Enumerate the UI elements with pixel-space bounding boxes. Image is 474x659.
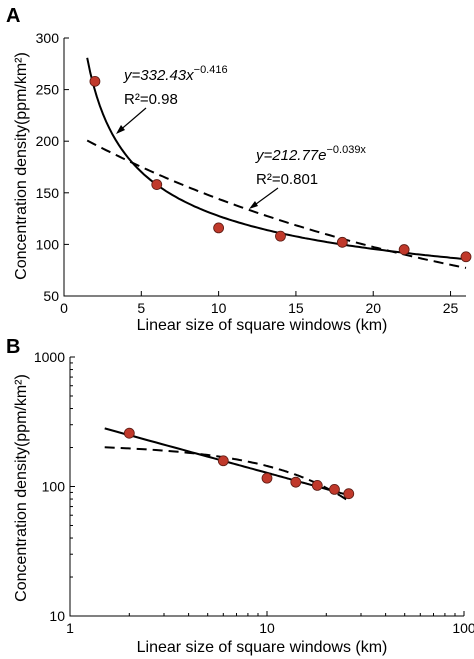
exponential-fit-annotation: y=212.77e−0.039x R²=0.801	[249, 144, 366, 209]
panel-b-data-point	[290, 476, 302, 488]
panel-a-x-tick-label: 20	[365, 300, 381, 316]
panel-a-label: A	[6, 5, 20, 27]
panel-b-axes	[69, 357, 464, 617]
panel-a-y-tick-label: 100	[36, 236, 60, 252]
panel-b-data-point	[217, 455, 229, 467]
exponential-fit-r2: R²=0.801	[256, 171, 318, 188]
panel-a-x-tick-label: 25	[443, 300, 459, 316]
panel-b-exponential-fit-curve	[104, 446, 350, 502]
svg-text:y=332.43x−0.416: y=332.43x−0.416	[123, 64, 228, 84]
panel-a-y-tick-label: 300	[36, 30, 60, 46]
panel-a-data-point	[213, 222, 225, 234]
panel-a-y-tick-label: 200	[36, 133, 60, 149]
panel-b-x-axis-label: Linear size of square windows (km)	[137, 639, 388, 656]
power-fit-equation: y=332.43x	[123, 67, 194, 84]
panel-b-x-tick-label: 1	[66, 620, 74, 636]
panel-a-data-point	[275, 230, 286, 242]
panel-a-data-point	[398, 244, 410, 255]
panel-b-y-tick-label: 1000	[34, 349, 65, 365]
panel-a-x-axis-label: Linear size of square windows (km)	[137, 317, 388, 334]
panel-a-plot-area: 0 5 10 15 20 25 50 100 150 200 250 300	[36, 30, 472, 316]
panel-a-data-point	[336, 236, 348, 248]
panel-b-data-point	[329, 483, 340, 495]
panel-b-x-tick-label: 100	[452, 620, 474, 636]
panel-a-x-tick-label: 15	[288, 300, 304, 316]
panel-a-x-tick-label: 0	[60, 300, 68, 316]
power-fit-r2: R²=0.98	[124, 91, 178, 108]
panel-b-data-point	[343, 488, 355, 500]
panel-b-label: B	[6, 336, 20, 358]
panel-a-y-tick-label: 250	[36, 82, 60, 98]
panel-a: A 0 5 10 15 20 25 50 100 150 200 250 300 Linear siz…	[6, 5, 472, 334]
panel-b-x-tick-label: 10	[259, 620, 275, 636]
panel-a-y-tick-label: 150	[36, 185, 60, 201]
exponential-fit-arrow-head	[249, 201, 258, 209]
panel-a-y-axis-label: Concentration density(ppm/km²)	[13, 52, 30, 280]
panel-a-data-point	[89, 75, 101, 87]
panel-b-y-tick-label: 100	[42, 479, 66, 495]
panel-a-data-point	[460, 251, 472, 263]
panel-a-y-tick-label: 50	[43, 288, 59, 304]
exponential-fit-equation: y=212.77e	[255, 147, 326, 164]
power-fit-arrow-head	[116, 125, 125, 134]
panel-b-y-axis-label: Concentration density(ppm/km²)	[13, 374, 30, 602]
power-fit-exponent: −0.416	[194, 64, 228, 76]
panel-b-data-point	[311, 479, 323, 491]
panel-a-x-tick-label: 5	[137, 300, 145, 316]
panel-b-data-point	[123, 427, 135, 439]
svg-text:y=212.77e−0.039x: y=212.77e−0.039x	[255, 144, 366, 164]
panel-b-data-point	[261, 472, 273, 484]
exponential-fit-exponent: −0.039x	[326, 144, 366, 156]
power-fit-annotation: y=332.43x−0.416 R²=0.98	[116, 64, 228, 134]
panel-a-x-tick-label: 10	[211, 300, 227, 316]
panel-b-y-tick-label: 10	[49, 608, 65, 624]
panel-a-data-point	[151, 179, 163, 190]
